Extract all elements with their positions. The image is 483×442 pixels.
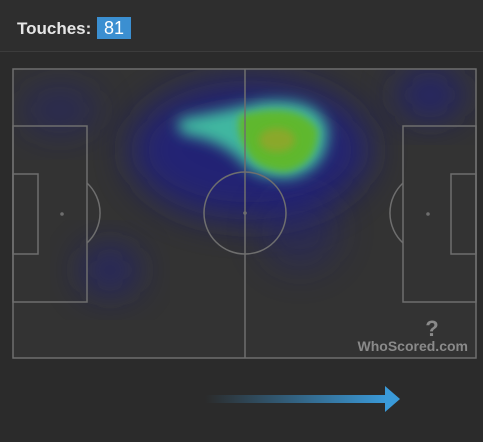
touches-value: 81 (97, 17, 131, 39)
direction-arrow (205, 386, 400, 412)
spots (60, 211, 430, 216)
watermark: WhoScored.com (358, 338, 468, 354)
touches-label: Touches: (17, 19, 92, 38)
logo-icon: ? (425, 316, 438, 341)
header: Touches: 81 (0, 0, 483, 52)
heat (20, 70, 465, 295)
